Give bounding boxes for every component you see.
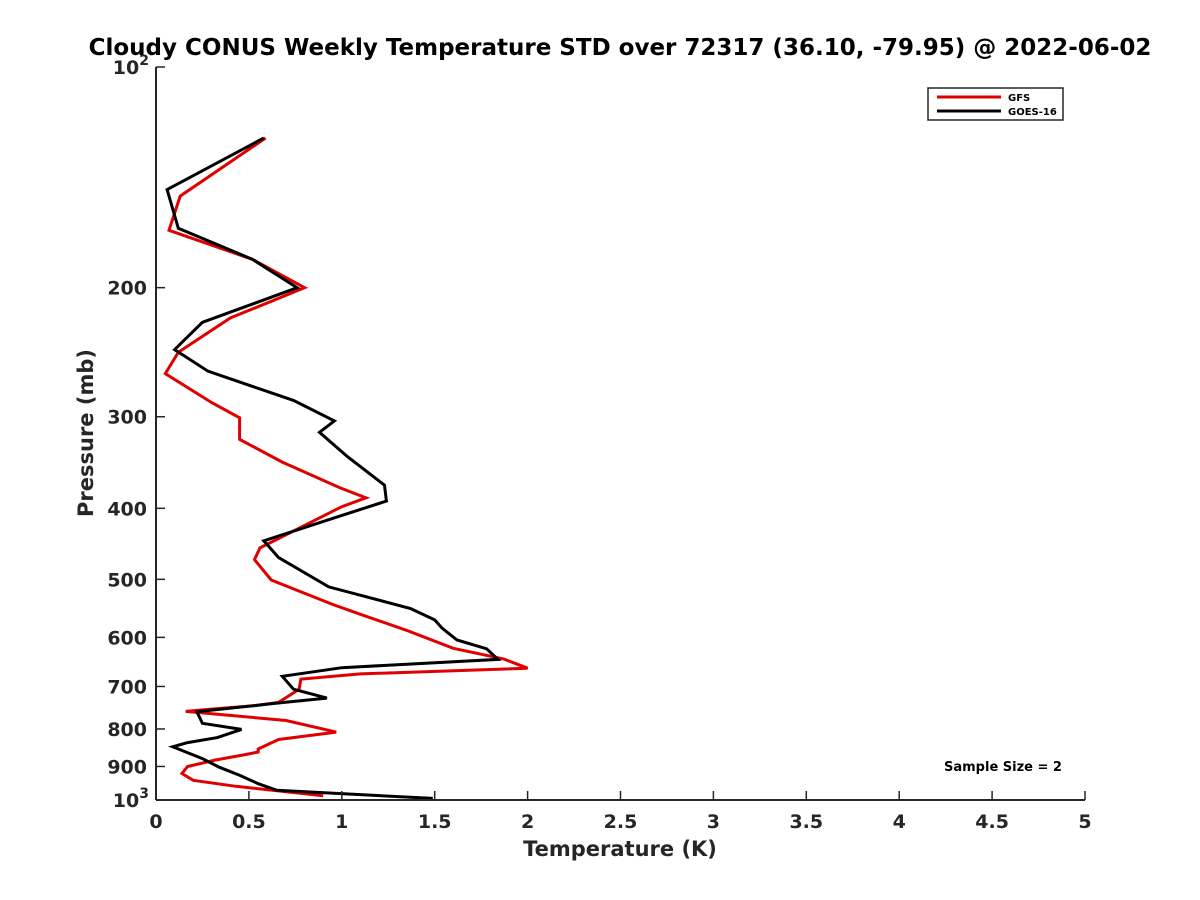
- x-tick-label: 1.5: [418, 811, 452, 833]
- plot-area: [163, 136, 529, 800]
- y-tick-label: 200: [107, 278, 147, 300]
- chart-title: Cloudy CONUS Weekly Temperature STD over…: [89, 35, 1152, 61]
- x-tick-label: 2: [521, 811, 534, 833]
- series-line-goes-16: [165, 136, 502, 800]
- y-tick-label: 102: [113, 53, 149, 79]
- legend-label-gfs: GFS: [1008, 93, 1030, 104]
- y-axis: 102 200 300 400 500 600 700 800 900 103: [107, 53, 165, 812]
- x-axis-label: Temperature (K): [523, 837, 717, 861]
- y-tick-label: 600: [107, 627, 147, 649]
- x-tick-label: 4.5: [975, 811, 1009, 833]
- x-tick-label: 3: [707, 811, 720, 833]
- x-tick-label: 0.5: [232, 811, 266, 833]
- y-tick-label: 800: [107, 719, 147, 741]
- series-line-gfs: [163, 136, 529, 798]
- y-tick-label: 700: [107, 676, 147, 698]
- sample-size-annotation: Sample Size = 2: [944, 760, 1062, 775]
- x-axis: 0 0.5 1 1.5 2 2.5 3 3.5 4 4.5 5: [149, 791, 1092, 833]
- y-axis-label: Pressure (mb): [74, 349, 98, 517]
- series-gfs: [163, 136, 529, 798]
- legend: GFS GOES-16: [927, 87, 1064, 121]
- y-tick-label: 500: [107, 569, 147, 591]
- y-tick-label: 300: [107, 407, 147, 429]
- x-tick-label: 4: [893, 811, 906, 833]
- y-tick-label: 900: [107, 756, 147, 778]
- y-tick-label: 400: [107, 498, 147, 520]
- x-tick-label: 1: [335, 811, 348, 833]
- x-tick-label: 0: [149, 811, 162, 833]
- y-tick-label: 103: [113, 786, 149, 812]
- x-tick-label: 5: [1078, 811, 1091, 833]
- x-tick-label: 2.5: [604, 811, 638, 833]
- series-goes-16: [165, 136, 502, 800]
- legend-box: [927, 87, 1064, 121]
- x-tick-label: 3.5: [789, 811, 823, 833]
- legend-label-goes-16: GOES-16: [1008, 107, 1057, 118]
